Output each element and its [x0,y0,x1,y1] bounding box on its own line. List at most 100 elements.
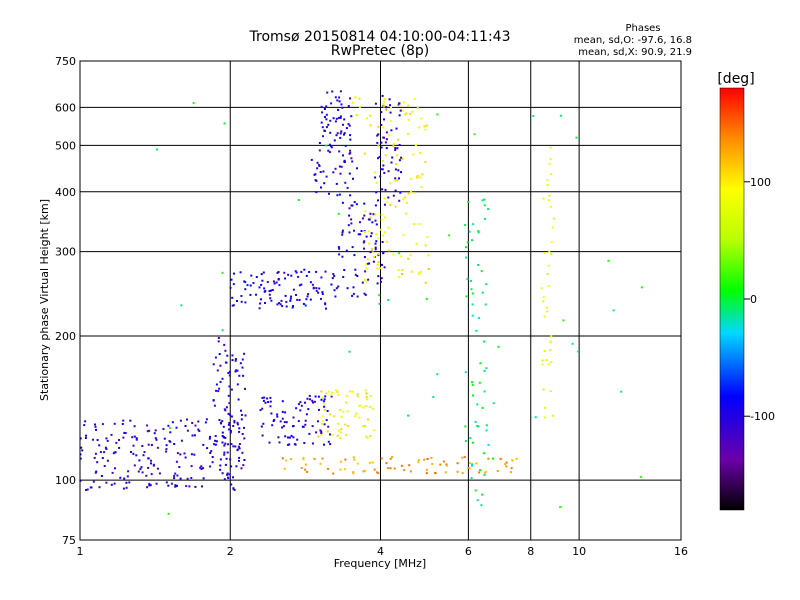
data-point [345,249,348,252]
data-point [394,189,397,192]
data-point [217,337,220,339]
data-point [322,415,325,418]
data-point [250,274,253,277]
data-point [313,400,316,403]
data-point [338,116,340,119]
data-point [338,96,341,99]
data-point [319,429,322,432]
data-point [240,414,243,416]
data-point [290,434,293,437]
data-point [278,441,281,444]
data-point [263,287,266,290]
data-point [231,304,234,307]
data-point [175,460,178,463]
data-point [484,303,487,306]
data-point [234,370,237,373]
data-point [401,157,404,160]
data-point [225,406,228,409]
data-point [322,402,325,405]
data-point [262,399,265,402]
data-point [473,133,476,136]
data-point [549,205,552,208]
data-point [367,278,370,281]
data-point [270,299,273,302]
data-point [385,462,388,465]
data-point [318,287,321,290]
data-point [348,390,351,393]
data-point [101,457,104,459]
data-point [402,233,405,236]
data-point [306,470,309,473]
data-point [364,210,367,213]
data-point [487,457,490,460]
data-point [363,292,366,295]
data-point [364,469,367,472]
data-point [350,115,353,118]
data-point [229,286,232,289]
data-point [221,329,224,332]
data-point [500,457,502,460]
data-point [141,445,144,447]
data-point [337,246,340,249]
data-point [194,485,197,488]
data-point [380,141,383,144]
grid-lines [80,61,681,540]
data-point [363,240,366,243]
data-point [383,118,385,121]
data-point [307,408,310,411]
data-point [243,280,246,283]
data-point [378,294,381,297]
data-point [271,424,274,427]
data-point [249,293,252,296]
data-point [219,458,222,461]
data-point [384,188,387,191]
data-point [421,173,424,176]
data-point [176,474,179,477]
y-tick-label: 300 [55,246,76,259]
data-point [559,506,562,508]
data-point [300,283,303,286]
data-point [135,454,138,457]
data-point [400,464,403,467]
colorbar-tick-label: 100 [750,176,771,189]
data-point [347,123,350,126]
data-point [231,354,234,357]
data-point [413,223,415,226]
data-point [355,113,358,116]
data-point [366,258,369,261]
data-point [215,383,218,386]
colorbar-label: [deg] [717,71,754,87]
colorbar-ticks: 100 0 -100 [744,176,775,423]
data-point [352,456,355,459]
data-point [200,468,203,470]
data-point [385,147,388,150]
data-point [353,201,356,203]
data-point [339,460,342,463]
data-point [227,423,230,426]
data-point [167,484,170,487]
data-point [346,186,349,189]
data-point [84,420,87,423]
chart-subtitle: RwPretec (8p) [331,43,429,59]
data-point [354,96,357,99]
data-point [424,128,427,131]
data-point [340,103,343,106]
data-point [278,302,281,304]
data-point [326,430,329,433]
data-point [365,117,368,120]
data-point [224,442,227,445]
data-point [326,410,329,412]
data-point [309,398,311,401]
data-point [468,467,471,470]
data-point [324,116,326,118]
data-point [244,387,246,390]
data-point [352,292,355,295]
data-point [105,437,108,440]
data-point [333,415,335,418]
data-point [404,212,407,215]
data-point [290,295,293,298]
data-point [368,461,371,464]
data-point [311,283,314,286]
data-point [483,204,486,207]
